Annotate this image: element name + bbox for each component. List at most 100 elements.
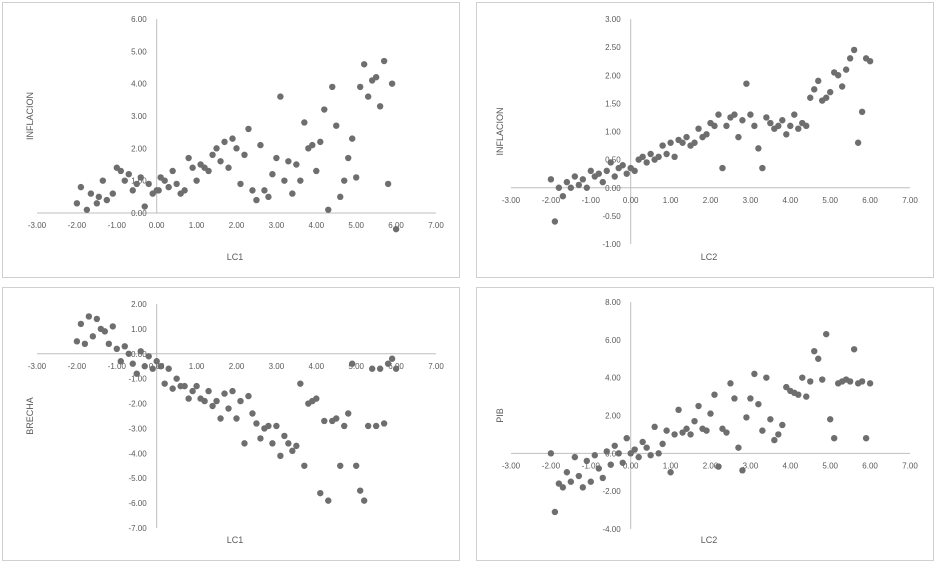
scatter-point	[141, 363, 148, 370]
scatter-point	[117, 358, 124, 365]
y-tick-label: -1.00	[128, 375, 147, 384]
scatter-point	[372, 422, 380, 430]
x-tick-label: 4.00	[309, 221, 325, 230]
scatter-point	[109, 190, 117, 197]
scatter-point	[647, 150, 654, 158]
scatter-point	[125, 171, 132, 178]
scatter-point	[129, 187, 136, 194]
scatter-point	[667, 469, 674, 476]
x-axis-title: LC2	[701, 252, 718, 262]
scatter-point	[739, 117, 746, 124]
x-tick-label: 2.00	[229, 221, 245, 230]
x-tick-label: -3.00	[502, 196, 521, 205]
x-tick-label: 1.00	[663, 461, 679, 470]
scatter-point	[715, 463, 722, 470]
scatter-point	[707, 410, 714, 417]
scatter-point	[791, 111, 798, 118]
scatter-point	[121, 343, 128, 350]
x-axis-title: LC1	[227, 252, 244, 262]
scatter-point	[93, 315, 101, 323]
scatter-point	[823, 94, 830, 101]
scatter-point	[157, 363, 164, 370]
scatter-point	[723, 429, 730, 436]
scatter-point	[225, 164, 232, 171]
scatter-point	[293, 442, 300, 450]
scatter-point	[353, 174, 360, 181]
scatter-point	[579, 484, 587, 491]
scatter-point	[771, 436, 778, 444]
x-tick-label: 3.00	[269, 221, 285, 230]
x-tick-label: 2.00	[229, 362, 245, 371]
y-tick-label: -2.00	[602, 487, 621, 496]
scatter-point	[551, 508, 559, 516]
scatter-point	[285, 158, 292, 165]
scatter-point	[551, 218, 559, 225]
scatter-point	[289, 190, 296, 197]
scatter-point	[595, 170, 602, 177]
scatter-point	[731, 395, 738, 402]
scatter-point	[815, 355, 822, 362]
scatter-point	[811, 86, 818, 93]
scatter-point	[563, 178, 571, 186]
scatter-point	[615, 450, 622, 457]
y-tick-label: -4.00	[128, 449, 147, 458]
scatter-point	[249, 187, 256, 194]
scatter-point	[229, 135, 236, 142]
y-tick-label: 2.00	[605, 412, 621, 421]
y-tick-label: -4.00	[602, 525, 621, 534]
y-tick-label: 2.00	[131, 144, 147, 153]
scatter-point	[567, 478, 575, 485]
scatter-point	[575, 181, 583, 189]
scatter-point	[313, 167, 320, 175]
scatter-point	[360, 497, 368, 504]
scatter-point	[583, 184, 591, 191]
x-tick-label: 3.00	[743, 196, 759, 205]
scatter-point	[747, 395, 754, 402]
scatter-point	[703, 131, 710, 138]
scatter-point	[866, 380, 874, 387]
scatter-point	[281, 177, 288, 184]
scatter-point	[715, 111, 722, 118]
scatter-point	[803, 122, 810, 130]
scatter-point	[245, 392, 252, 400]
scatter-point	[719, 425, 726, 432]
scatter-point	[229, 387, 236, 395]
scatter-chart-lc1-inflacion: -3.00 -2.00 -1.00 0.00 1.00 2.00 3.00 4.00 5.00 6…	[25, 15, 444, 262]
scatter-point	[273, 154, 280, 162]
y-tick-label: 1.50	[605, 99, 621, 108]
scatter-point	[161, 177, 168, 184]
scatter-point	[209, 151, 216, 158]
x-tick-label: 6.00	[862, 461, 878, 470]
y-tick-label: 5.00	[131, 47, 147, 56]
scatter-point	[277, 93, 284, 100]
x-tick-label: 1.00	[189, 221, 205, 230]
scatter-point	[233, 145, 240, 152]
scatter-point	[205, 387, 212, 395]
scatter-point	[333, 122, 340, 129]
scatter-point	[99, 177, 107, 184]
x-tick-label: 6.00	[862, 196, 878, 205]
scatter-point	[213, 397, 220, 405]
x-tick-label: 5.00	[348, 362, 364, 371]
scatter-point	[384, 180, 392, 188]
scatter-point	[77, 320, 85, 328]
chart-panel-lc2-inflacion: -3.00 -2.00 -1.00 0.00 1.00 2.00 3.00 4.00 5.00 6…	[476, 2, 934, 278]
y-tick-label: -2.00	[128, 400, 147, 409]
x-tick-label: 2.00	[703, 461, 719, 470]
scatter-point	[858, 108, 866, 116]
scatter-point	[345, 410, 352, 417]
scatter-point	[743, 414, 750, 421]
scatter-point	[575, 472, 583, 480]
scatter-point	[683, 425, 690, 432]
scatter-point	[623, 435, 630, 442]
scatter-point	[217, 415, 224, 422]
scatter-point	[643, 159, 650, 166]
scatter-point	[587, 167, 594, 175]
scatter-point	[663, 427, 670, 434]
scatter-point	[695, 402, 702, 410]
scatter-point	[635, 453, 642, 461]
scatter-point	[265, 422, 272, 430]
x-tick-label: 4.00	[783, 461, 799, 470]
scatter-point	[77, 183, 85, 191]
y-tick-label: 8.00	[605, 298, 621, 307]
